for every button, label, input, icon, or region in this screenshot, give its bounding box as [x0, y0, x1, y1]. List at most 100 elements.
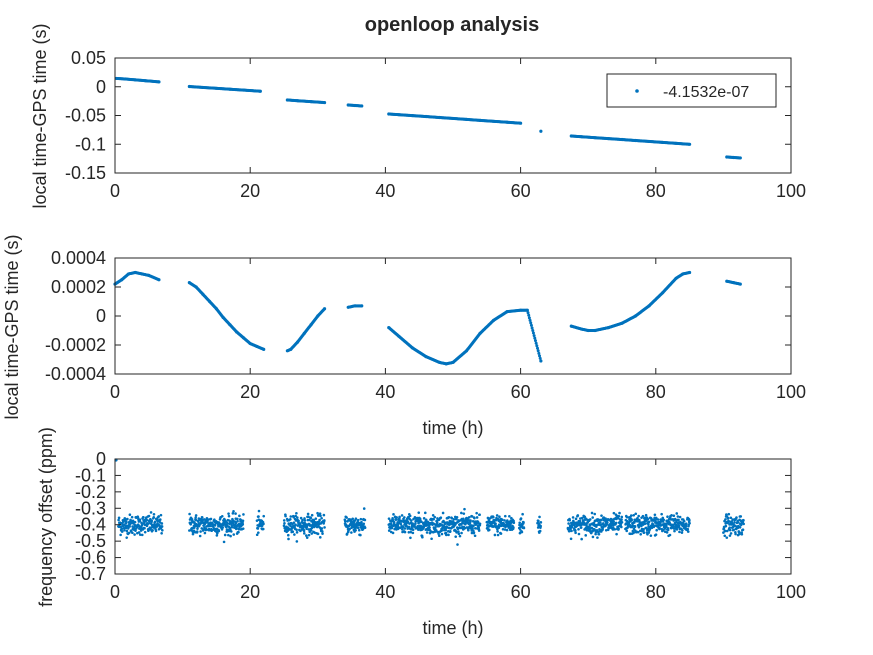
data-point: [410, 519, 413, 522]
data-point: [688, 270, 692, 275]
data-point: [387, 517, 391, 520]
data-point: [357, 526, 360, 530]
data-point: [625, 515, 629, 519]
data-point: [677, 518, 680, 522]
data-point: [518, 521, 521, 525]
data-point: [440, 529, 444, 532]
data-point: [257, 509, 261, 513]
bottom-xtick-label: 20: [240, 582, 260, 602]
middle-ytick-label: 0: [96, 306, 106, 326]
data-point: [537, 351, 541, 355]
data-point: [579, 526, 583, 529]
data-point: [616, 516, 620, 520]
bottom-ytick-label: -0.2: [75, 482, 106, 502]
data-point: [487, 528, 491, 532]
data-point: [593, 512, 597, 516]
data-point: [217, 529, 221, 533]
data-point: [411, 522, 414, 525]
data-point: [138, 533, 142, 536]
data-point: [462, 517, 465, 521]
legend-marker: [635, 89, 639, 93]
data-point: [494, 522, 497, 525]
data-point: [648, 527, 652, 531]
data-point: [282, 519, 286, 522]
data-point: [629, 514, 633, 517]
data-point: [447, 515, 451, 519]
middle-xtick-label: 60: [511, 382, 531, 402]
data-point: [617, 527, 620, 530]
data-point: [631, 524, 635, 528]
data-point: [577, 527, 580, 531]
data-point: [414, 522, 417, 525]
data-point: [231, 512, 235, 515]
data-point: [445, 525, 448, 528]
data-point: [434, 526, 437, 529]
data-point: [125, 536, 129, 539]
data-point: [360, 304, 364, 308]
data-point: [153, 520, 157, 524]
data-point: [738, 532, 741, 536]
top-ytick-label: -0.15: [65, 163, 106, 183]
data-point: [400, 514, 404, 517]
data-point: [287, 537, 290, 541]
data-point: [452, 518, 456, 521]
top-ytick-label: 0: [96, 77, 106, 97]
data-point: [284, 514, 287, 518]
data-point: [323, 526, 326, 529]
data-point: [227, 512, 230, 515]
data-point: [289, 518, 292, 521]
data-point: [607, 518, 611, 522]
data-point: [668, 533, 672, 537]
middle-ticks: 0 20 40 60 80 100 0.0004 0.0002 0 -0.0002 -0.0004: [45, 248, 806, 402]
data-point: [157, 515, 161, 518]
data-point: [362, 507, 366, 510]
data-point: [599, 518, 603, 522]
data-point: [632, 531, 635, 535]
data-point: [158, 518, 162, 521]
data-point: [673, 529, 676, 533]
data-point: [536, 349, 540, 353]
data-point: [356, 518, 360, 522]
bottom-ytick-label: -0.3: [75, 498, 106, 518]
data-point: [117, 518, 120, 522]
data-point: [351, 517, 355, 521]
data-point: [612, 520, 615, 523]
data-point: [677, 524, 681, 527]
data-point: [230, 525, 234, 529]
data-point: [634, 512, 638, 516]
data-point: [289, 515, 293, 518]
data-point: [432, 518, 435, 521]
data-point: [301, 518, 304, 522]
data-point: [417, 511, 421, 514]
data-point: [686, 527, 690, 531]
data-point: [307, 515, 310, 518]
middle-xtick-label: 80: [646, 382, 666, 402]
data-point: [152, 516, 156, 519]
data-point: [303, 517, 306, 520]
data-point: [474, 526, 477, 530]
data-point: [130, 515, 134, 519]
data-point: [322, 100, 327, 105]
data-point: [654, 519, 657, 523]
data-point: [681, 529, 684, 532]
data-point: [633, 525, 637, 529]
data-point: [450, 516, 454, 520]
data-point: [117, 516, 121, 520]
data-point: [637, 514, 640, 518]
data-point: [316, 511, 319, 515]
data-point: [580, 516, 584, 520]
data-point: [200, 516, 204, 519]
data-point: [242, 513, 245, 516]
data-point: [405, 525, 409, 528]
data-point: [732, 528, 736, 532]
bottom-ylabel: frequency offset (ppm): [36, 427, 56, 607]
data-point: [295, 540, 299, 543]
data-point: [354, 517, 358, 520]
data-point: [399, 522, 403, 526]
data-point: [499, 532, 503, 535]
top-ylabel: local time-GPS time (s): [30, 23, 50, 208]
data-point: [119, 533, 122, 537]
bottom-ytick-label: -0.5: [75, 531, 106, 551]
data-point: [305, 536, 309, 539]
data-point: [531, 331, 535, 335]
